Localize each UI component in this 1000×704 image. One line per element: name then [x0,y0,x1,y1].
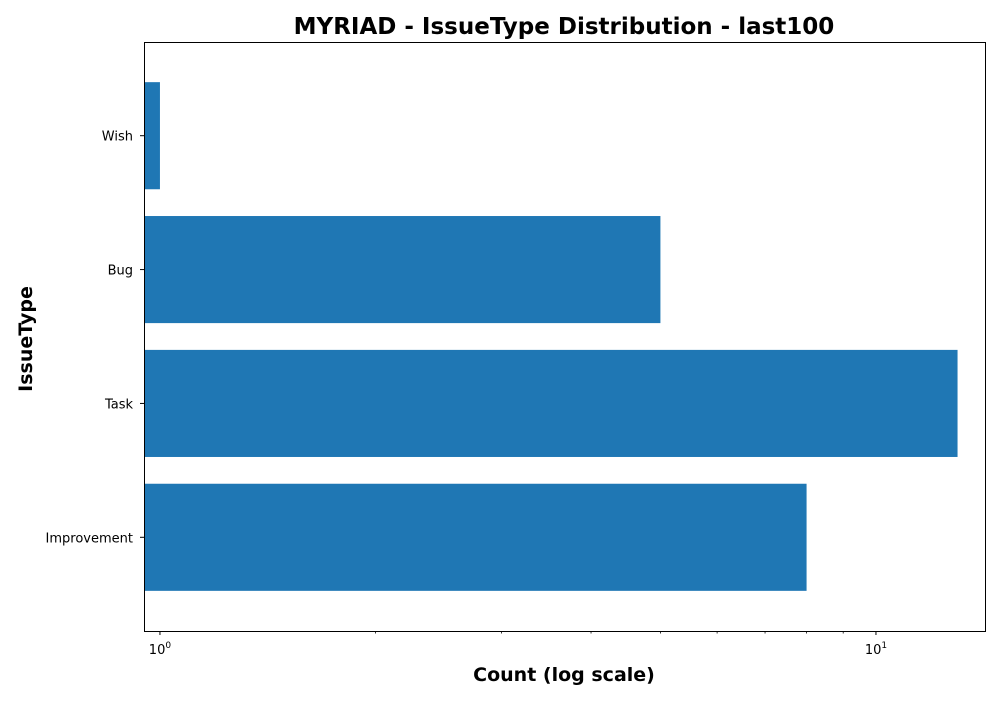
x-axis-label: Count (log scale) [473,664,655,686]
y-axis-ticks: Improvement Task Bug Wish [46,130,144,546]
x-tick-label: 100 [149,641,172,658]
chart-title: MYRIAD - IssueType Distribution - last10… [294,14,835,40]
y-tick-label: Bug [108,264,133,279]
x-tick-label: 101 [865,641,887,658]
y-tick-label: Wish [102,130,133,145]
bars-group [144,82,958,591]
bar-bug [144,216,661,324]
y-axis-label: IssueType [15,286,37,392]
bar-task [144,349,958,457]
bar-wish [144,82,160,190]
plot-frame [144,42,986,632]
x-axis-ticks: 100 101 [149,631,887,658]
bar-improvement [144,483,807,591]
y-tick-label: Task [104,397,134,412]
y-tick-label: Improvement [46,531,133,546]
